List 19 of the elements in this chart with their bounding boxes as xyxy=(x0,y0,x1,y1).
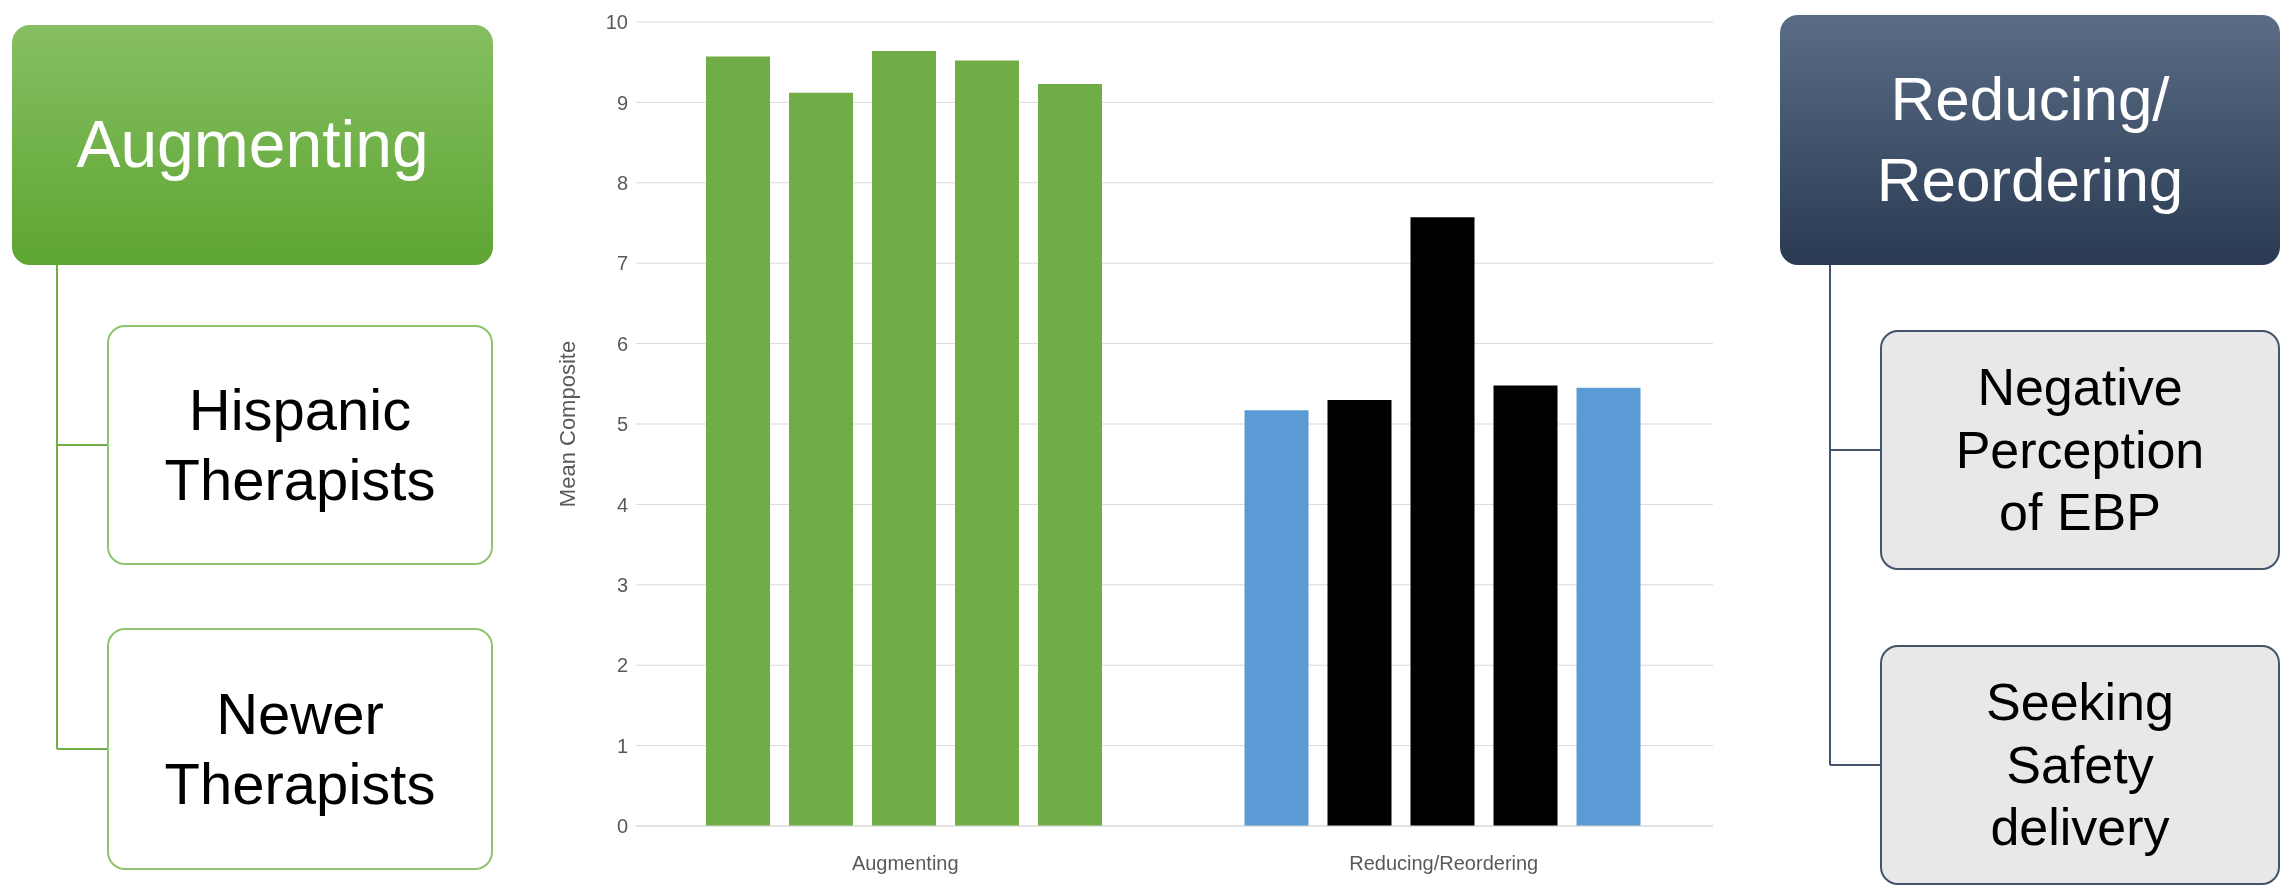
y-tick-label: 4 xyxy=(616,493,628,516)
text: Newer Therapists xyxy=(107,628,493,870)
y-tick-label: 1 xyxy=(616,734,628,757)
y-tick-label: 9 xyxy=(616,91,628,114)
text: Negative Perception of EBP xyxy=(1880,330,2280,570)
y-tick-label: 8 xyxy=(616,171,628,194)
y-tick-label: 6 xyxy=(616,332,628,355)
text: Reducing/ Reordering xyxy=(1780,15,2280,265)
y-tick-label: 0 xyxy=(616,815,628,838)
y-tick-label: 5 xyxy=(616,413,628,436)
text: Seeking Safety delivery xyxy=(1880,645,2280,885)
y-tick-label: 10 xyxy=(605,11,628,34)
y-axis-title: Mean Composite xyxy=(554,340,580,508)
text: Hispanic Therapists xyxy=(107,325,493,565)
x-tick-label: Reducing/Reordering xyxy=(1349,852,1539,875)
y-tick-label: 3 xyxy=(616,573,628,596)
y-tick-label: 7 xyxy=(616,252,628,275)
y-tick-label: 2 xyxy=(616,654,628,677)
text: Augmenting xyxy=(12,25,493,265)
